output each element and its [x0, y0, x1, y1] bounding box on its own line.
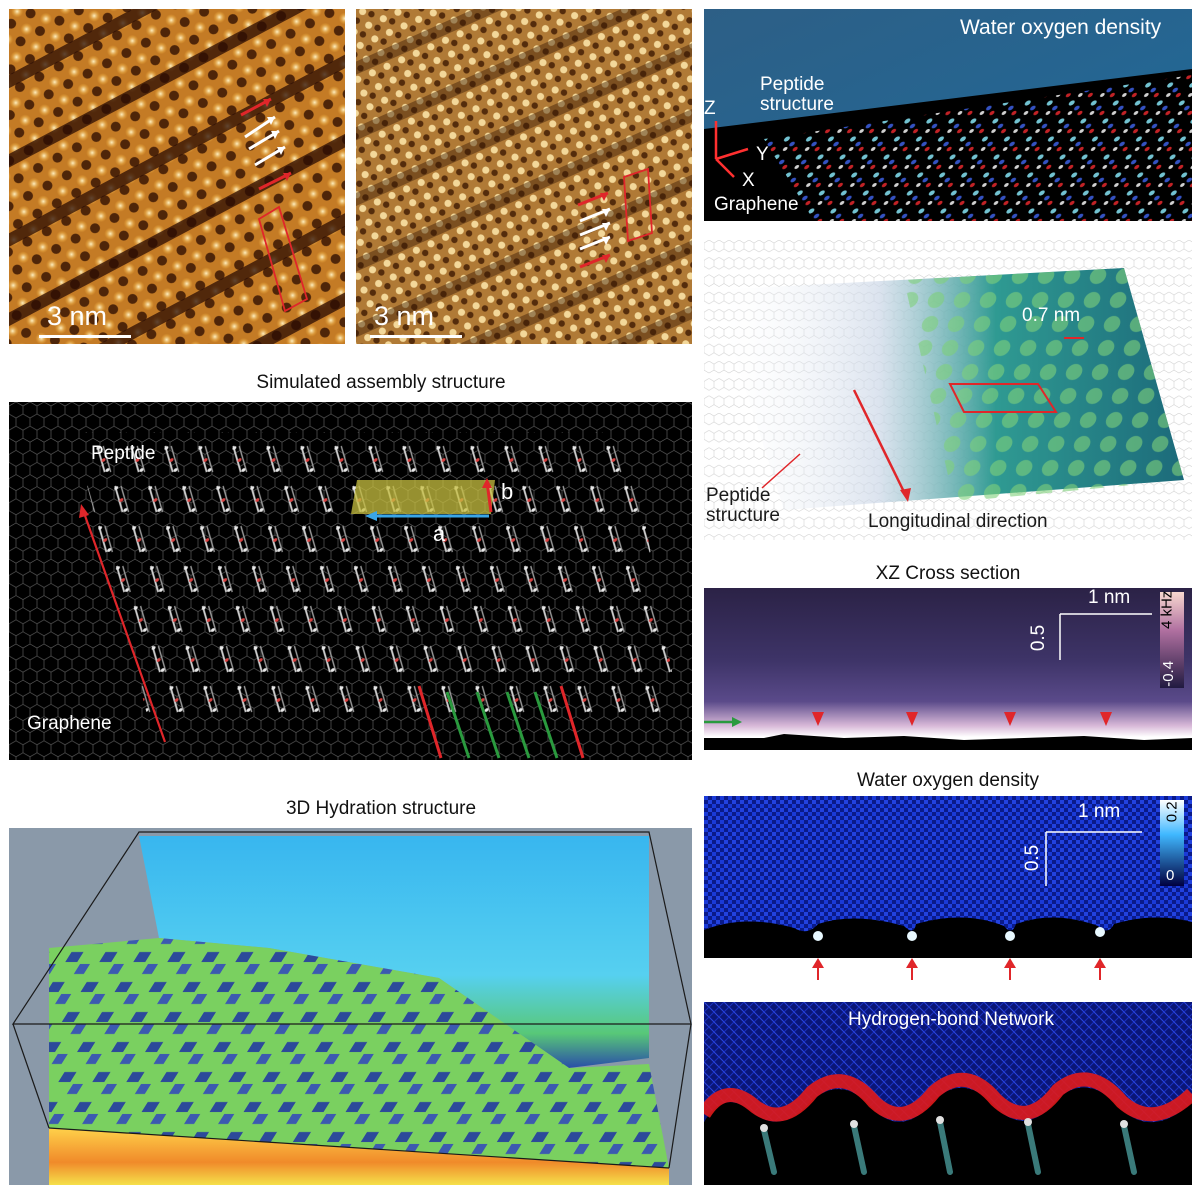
sim-peptide-label: Peptide: [91, 443, 156, 464]
unit-cell: [351, 480, 495, 514]
afm-image-panel: 3 nm: [356, 9, 692, 344]
afm-image: [356, 9, 692, 344]
wod-scalebar: [1045, 831, 1142, 886]
xz-scale-h: 1 nm: [1088, 588, 1131, 608]
wod-bottom-arrows: [812, 958, 1106, 980]
wod-cbar-max: 0.2: [1163, 801, 1181, 823]
stm-unit-box: [257, 205, 309, 313]
water-density-3d-panel: Water oxygen density Peptide structure G…: [704, 9, 1192, 221]
hydration-bounding-box: [11, 831, 692, 1169]
water-density-2d-map: [704, 796, 1192, 958]
xz-colorbar: [1160, 592, 1184, 688]
sim-bottom-arrows: [417, 685, 585, 759]
xyz-axes: [714, 121, 749, 178]
hydration-3d-render: [9, 828, 692, 1185]
axis-z-label: Z: [704, 98, 716, 119]
water-top-peptide-label: Peptide structure: [760, 74, 834, 115]
longitudinal-arrow: [852, 389, 908, 497]
water-top-graphene-label: Graphene: [714, 194, 799, 215]
wod-scale-h: 1 nm: [1078, 801, 1121, 822]
overlay-peptide-label: Peptide structure: [706, 485, 780, 526]
histidine-residues: [761, 1119, 1137, 1175]
hydration-title: 3D Hydration structure: [285, 798, 477, 819]
stm-scale-label: 3 nm: [47, 301, 108, 331]
xz-scalebar: [1059, 613, 1152, 660]
hbond-title: Hydrogen-bond Network: [848, 1009, 1054, 1030]
overlay-unit-box: [948, 383, 1058, 413]
water-density-2d-panel: 1 nm 0.5 0.2 0: [704, 796, 1192, 958]
xz-cross-section-map: [704, 588, 1192, 750]
hbond-chain: [704, 1072, 1192, 1122]
wod-hotspots: [813, 927, 1105, 941]
afm-unit-box: [623, 167, 653, 243]
sim-graphene-label: Graphene: [27, 713, 112, 734]
afm-scale-bar: [370, 335, 462, 338]
hbond-network-render: [704, 1002, 1192, 1185]
xz-cbar-max: 4 kHz: [1158, 590, 1176, 630]
sim-vector-a-label: a: [433, 521, 446, 546]
wod-scale-v: 0.5: [1022, 844, 1044, 872]
afm-scale-label: 3 nm: [374, 301, 435, 331]
overlay-render: [704, 240, 1192, 540]
overlay-scale-label: 0.7 nm: [1022, 305, 1081, 326]
xz-scale-v: 0.5: [1028, 624, 1050, 652]
sim-title: Simulated assembly structure: [256, 372, 506, 393]
axis-y-label: Y: [756, 144, 769, 165]
wod-colorbar: [1160, 800, 1184, 886]
hbond-network-panel: Hydrogen-bond Network: [704, 1002, 1192, 1185]
water-density-3d-render: [704, 9, 1192, 221]
xz-cbar-min: -0.4: [1160, 660, 1178, 687]
overlay-panel: 0.7 nm Peptide structure Longitudinal di…: [704, 240, 1192, 540]
hydration-3d-panel: [9, 828, 692, 1185]
xz-cross-section-panel: 1 nm 0.5 4 kHz -0.4: [704, 588, 1192, 750]
stm-image: [9, 9, 345, 344]
sim-vector-b-label: b: [501, 479, 514, 504]
water-top-title: Water oxygen density: [960, 16, 1162, 39]
sim-assembly-panel: Peptide Graphene a b: [9, 402, 692, 760]
overlay-direction-label: Longitudinal direction: [868, 511, 1048, 532]
wod-cbar-min: 0: [1166, 867, 1175, 884]
axis-x-label: X: [742, 170, 755, 191]
wod-title: Water oxygen density: [857, 770, 1039, 791]
sim-assembly-render: [9, 402, 692, 760]
xz-title: XZ Cross section: [875, 563, 1021, 584]
stm-scale-bar: [39, 335, 131, 338]
xz-bottom-arrows: [812, 712, 1112, 726]
sim-long-arrow: [81, 509, 167, 743]
stm-image-panel: 3 nm: [9, 9, 345, 344]
